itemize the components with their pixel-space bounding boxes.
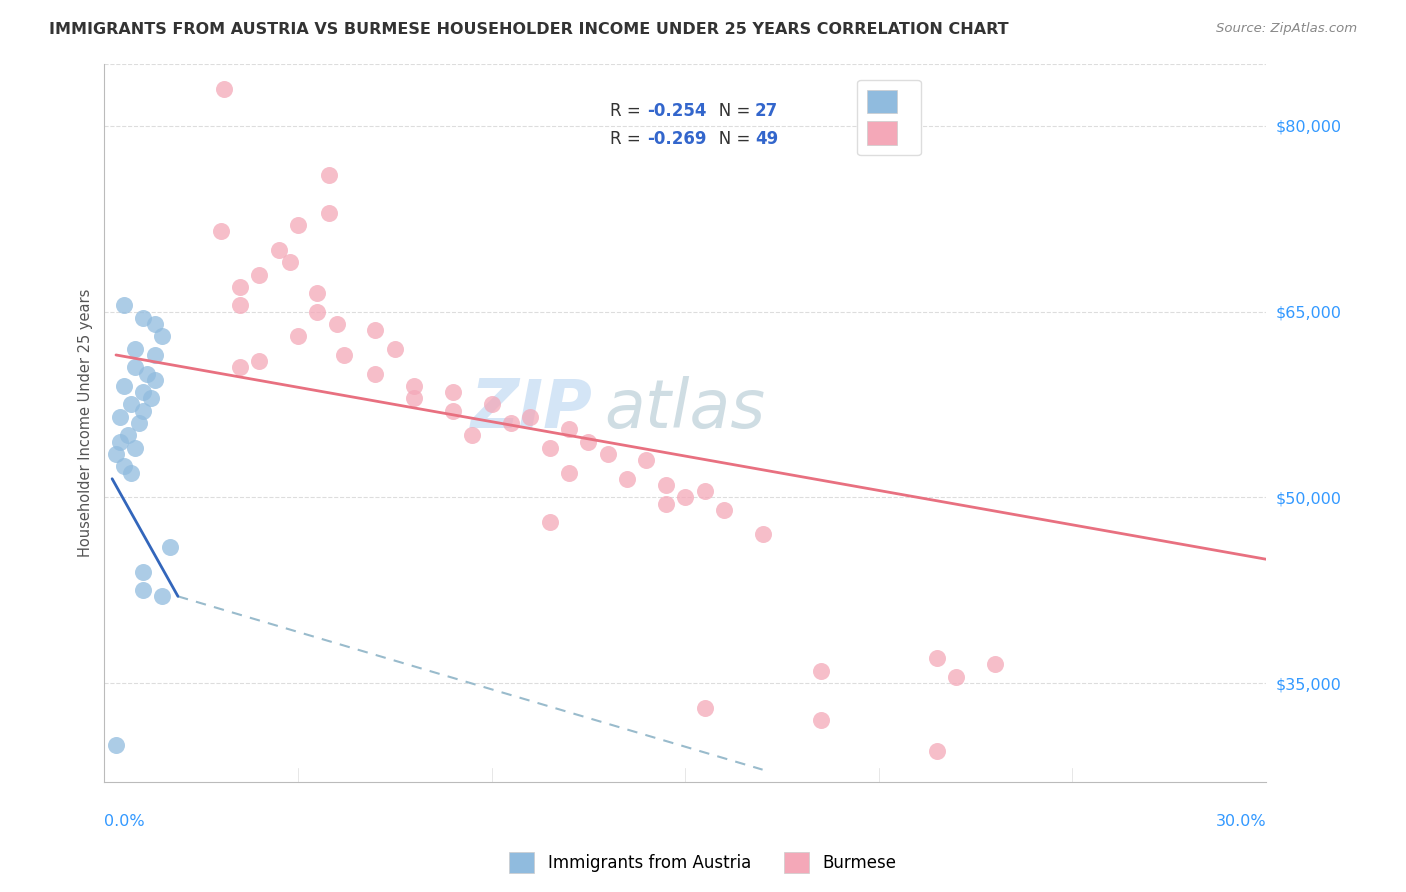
Text: atlas: atlas: [603, 376, 765, 442]
Point: [810, 664, 832, 678]
Point: [117, 428, 139, 442]
Text: IMMIGRANTS FROM AUSTRIA VS BURMESE HOUSEHOLDER INCOME UNDER 25 YEARS CORRELATION: IMMIGRANTS FROM AUSTRIA VS BURMESE HOUSE…: [49, 22, 1010, 37]
Point: [287, 329, 309, 343]
Point: [229, 280, 252, 294]
Point: [655, 478, 678, 492]
Point: [121, 466, 143, 480]
Point: [538, 515, 561, 529]
Point: [307, 304, 329, 318]
Point: [121, 397, 143, 411]
Point: [318, 205, 340, 219]
Text: 30.0%: 30.0%: [1215, 814, 1265, 830]
Point: [655, 496, 678, 510]
Point: [461, 428, 484, 442]
Point: [538, 441, 561, 455]
Text: ZIP: ZIP: [471, 376, 592, 442]
Point: [925, 651, 948, 665]
Point: [124, 342, 146, 356]
Text: N =: N =: [703, 102, 755, 120]
Legend: , : ,: [858, 79, 921, 155]
Point: [596, 447, 619, 461]
Text: 0.0%: 0.0%: [104, 814, 145, 830]
Point: [558, 466, 581, 480]
Point: [267, 243, 290, 257]
Point: [152, 329, 174, 343]
Text: -0.269: -0.269: [647, 130, 706, 148]
Point: [132, 565, 155, 579]
Point: [105, 738, 128, 752]
Point: [325, 317, 347, 331]
Point: [616, 472, 638, 486]
Point: [132, 403, 155, 417]
Text: -0.254: -0.254: [647, 102, 706, 120]
Legend: Immigrants from Austria, Burmese: Immigrants from Austria, Burmese: [503, 846, 903, 880]
Point: [287, 218, 309, 232]
Point: [673, 491, 696, 505]
Point: [576, 434, 599, 449]
Point: [128, 416, 150, 430]
Point: [132, 583, 155, 598]
Point: [984, 657, 1007, 672]
Point: [139, 392, 162, 406]
Point: [136, 367, 159, 381]
Point: [247, 268, 270, 282]
Point: [481, 397, 503, 411]
Point: [278, 255, 301, 269]
Text: 27: 27: [755, 102, 778, 120]
Point: [247, 354, 270, 368]
Point: [318, 169, 340, 183]
Point: [404, 392, 426, 406]
Point: [441, 403, 464, 417]
Text: R =: R =: [610, 130, 645, 148]
Text: 49: 49: [755, 130, 778, 148]
Point: [636, 453, 658, 467]
Point: [333, 348, 356, 362]
Point: [810, 713, 832, 727]
Point: [143, 317, 166, 331]
Point: [112, 459, 135, 474]
Point: [124, 360, 146, 375]
Point: [112, 379, 135, 393]
Point: [229, 360, 252, 375]
Point: [132, 385, 155, 400]
Point: [105, 447, 128, 461]
Text: Source: ZipAtlas.com: Source: ZipAtlas.com: [1216, 22, 1357, 36]
Point: [159, 540, 181, 554]
Point: [558, 422, 581, 436]
Point: [693, 700, 716, 714]
Point: [499, 416, 522, 430]
Point: [384, 342, 406, 356]
Point: [229, 298, 252, 312]
Point: [209, 224, 232, 238]
Point: [945, 670, 967, 684]
Point: [519, 409, 541, 424]
Point: [112, 298, 135, 312]
Point: [143, 348, 166, 362]
Text: N =: N =: [703, 130, 755, 148]
Point: [441, 385, 464, 400]
Point: [693, 484, 716, 499]
Point: [108, 409, 131, 424]
Point: [713, 502, 735, 516]
Text: R =: R =: [610, 102, 645, 120]
Point: [108, 434, 131, 449]
Point: [364, 367, 387, 381]
Point: [124, 441, 146, 455]
Point: [132, 310, 155, 325]
Point: [143, 373, 166, 387]
Point: [214, 82, 236, 96]
Point: [152, 590, 174, 604]
Point: [307, 286, 329, 301]
Point: [404, 379, 426, 393]
Point: [925, 744, 948, 758]
Y-axis label: Householder Income Under 25 years: Householder Income Under 25 years: [79, 289, 93, 558]
Point: [364, 323, 387, 337]
Point: [751, 527, 773, 541]
